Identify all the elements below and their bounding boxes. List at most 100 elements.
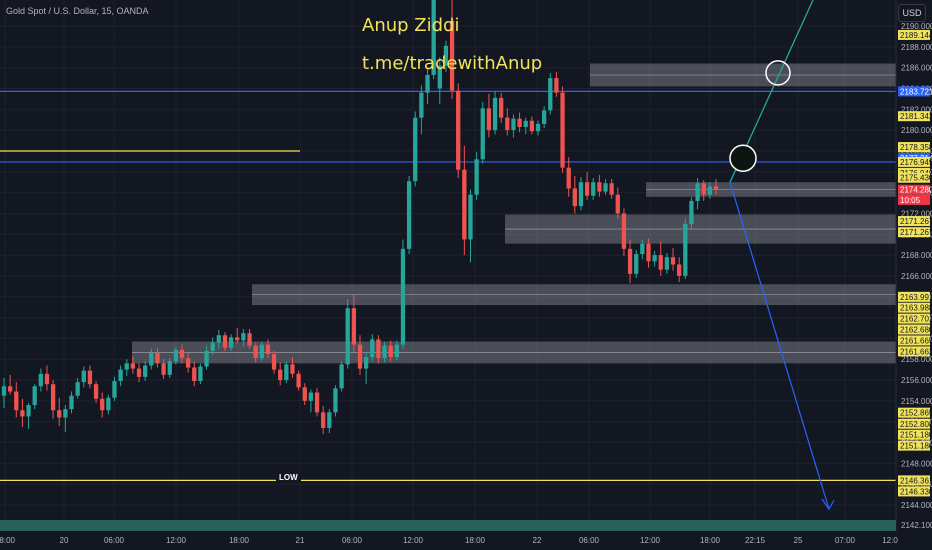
candle-body [69,395,74,410]
candle-body [683,223,688,276]
price-tag-label: 2171.267 [900,228,932,237]
candle-body [339,364,344,389]
time-tick-label: 22:15 [745,536,766,545]
price-tag: 2161.662 [898,346,932,357]
price-tag-bg [898,346,930,357]
candle-body [474,159,479,195]
candle-body [185,358,191,368]
candle-body [161,363,166,375]
price-tag: 2163.988 [898,302,932,313]
candle-body [149,352,154,366]
candle-body [302,387,307,401]
candle-body [253,345,258,359]
price-tag-bg [898,142,930,153]
low-level-label: LOW [276,473,301,482]
candle-body [271,354,277,370]
price-tick-label: 2166.000 [901,272,932,281]
price-tick-label: 2188.000 [901,43,932,52]
price-tag-label: 2178.358 [900,143,932,152]
price-tag-label: 10:05 [900,196,921,205]
price-tag: 2175.430 [898,172,932,183]
candle-body [584,182,590,196]
price-tag: 2162.701 [898,313,932,324]
candle-body [591,182,596,196]
price-tag-label: 2162.680 [900,326,932,335]
price-tag: 2161.665 [898,335,932,346]
currency-button[interactable]: USD [898,4,926,22]
time-tick-label: 06:00 [342,536,363,545]
price-tag-bg [898,324,930,335]
candle-body [106,397,111,411]
price-tag-label: 2171.267 [900,217,932,226]
time-axis[interactable]: 18:00 20 06:00 12:00 18:00 21 06:00 12:00 18:00 2… [0,531,932,550]
time-tick-label: 18:00 [700,536,721,545]
time-axis-bg [0,531,932,550]
price-tick-label: 2148.000 [901,459,932,468]
candle-body [492,97,498,131]
candle-body [621,213,627,249]
price-tag: 2181.342 [898,111,932,122]
candle-body [210,342,215,351]
candle-body [124,363,129,370]
time-tick-label: 12:0 [882,536,898,545]
candle-body [443,45,449,66]
price-tag-bg [898,313,930,324]
candle-body [462,169,467,240]
price-tag-bg [898,156,930,167]
price-tag-bg [898,194,930,205]
candle-body [290,364,295,374]
arrowhead-icon [821,498,835,511]
price-tag-label: 2175.430 [900,174,932,183]
price-tick-label: 2142.100 [901,521,932,530]
time-tick-label: 12:00 [403,536,424,545]
candle-body [609,183,614,195]
price-tag-label: 2162.701 [900,315,932,324]
candle-body [560,92,565,168]
candle-body [400,248,406,345]
candle-body [100,398,105,411]
time-tick-label: 12:00 [166,536,187,545]
price-tag: 2152.865 [898,407,932,418]
candle-body [20,410,25,417]
volume-footer-bar [0,520,896,531]
price-tag-bg [898,429,930,440]
candle-body [431,0,436,75]
candle-body [112,381,117,398]
candle-body [87,370,93,385]
time-tick-label: 21 [296,536,305,545]
time-tick-label: 22 [533,536,542,545]
candle-body [388,345,393,358]
candle-body [136,368,142,377]
candle-body [38,373,43,387]
candle-body [247,333,252,346]
candle-body [505,117,510,131]
candle-body [468,194,473,240]
candle-body [634,254,639,274]
candle-body [603,183,608,192]
time-tick-label: 06:00 [104,536,125,545]
price-tag: 2176.949 [898,156,932,167]
candle-body [572,188,577,207]
price-tick-label: 2154.000 [901,397,932,406]
price-tag: 2152.808 [898,418,932,429]
candle-body [701,183,706,195]
price-axis[interactable]: 2190.0002188.0002186.0002184.0002182.000… [895,0,932,550]
candle-body [370,339,375,358]
time-tick-label: 18:00 [229,536,250,545]
candle-body [548,78,553,111]
time-tick-label: 20 [60,536,69,545]
price-tag: 2189.144 [898,29,932,40]
price-tag-label: 2146.361 [900,476,932,485]
candle-body [511,118,516,131]
time-tick-label: 18:00 [0,536,16,545]
price-tag: 2151.180 [898,429,932,440]
candle-body [480,108,485,160]
candle-body [57,410,62,418]
time-tick-label: 06:00 [579,536,600,545]
price-tag-label: 2161.662 [900,347,932,356]
candle-body [314,392,320,413]
candle-body [118,369,123,382]
candle-body [652,255,657,262]
candle-body [7,386,13,392]
